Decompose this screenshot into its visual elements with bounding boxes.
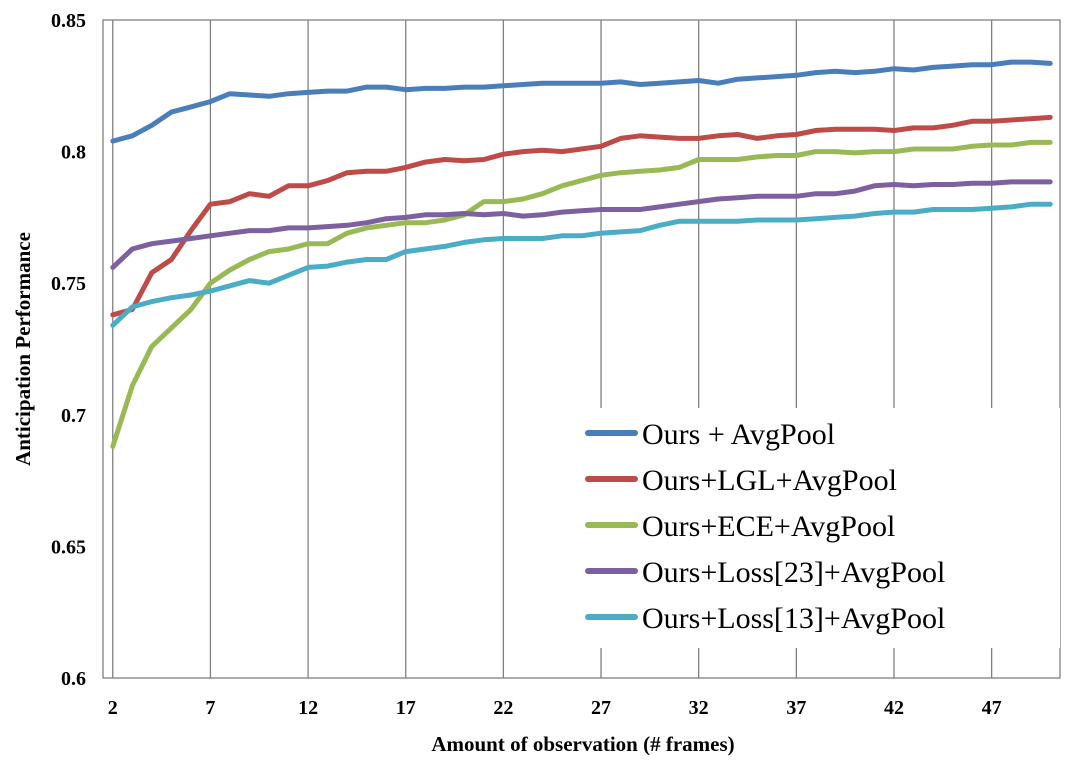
y-tick-label: 0.6 <box>61 668 86 690</box>
legend: Ours + AvgPool Ours+LGL+AvgPool Ours+ECE+A… <box>525 408 1060 648</box>
legend-entry-label: Ours + AvgPool <box>642 418 835 451</box>
y-tick-label: 0.75 <box>51 273 86 295</box>
x-tick-label: 22 <box>493 697 513 719</box>
x-tick-label: 47 <box>982 697 1002 719</box>
x-tick-label: 7 <box>205 697 215 719</box>
legend-entry-label: Ours+Loss[13]+AvgPool <box>642 602 945 635</box>
y-axis-title: Anticipation Performance <box>11 232 35 466</box>
y-tick-label: 0.85 <box>51 10 86 32</box>
series-line-5 <box>110 201 1053 328</box>
y-tick-label: 0.7 <box>61 405 86 427</box>
legend-entry-label: Ours+ECE+AvgPool <box>642 510 895 543</box>
series-line-2 <box>110 114 1053 318</box>
x-tick-label: 12 <box>298 697 318 719</box>
x-tick-label: 27 <box>591 697 611 719</box>
y-tick-label: 0.8 <box>61 142 86 164</box>
x-tick-label: 32 <box>689 697 709 719</box>
series-lines <box>110 59 1053 449</box>
x-tick-label: 17 <box>396 697 416 719</box>
y-tick-label: 0.65 <box>51 536 86 558</box>
x-axis-title: Amount of observation (# frames) <box>431 732 734 756</box>
plot-frame <box>102 19 1061 679</box>
series-line-3 <box>110 139 1053 449</box>
x-tick-label: 2 <box>108 697 118 719</box>
x-tick-label: 37 <box>786 697 806 719</box>
series-line-4 <box>110 179 1053 270</box>
legend-entry-label: Ours+LGL+AvgPool <box>642 464 897 497</box>
y-axis-ticks: 0.6 0.65 0.7 0.75 0.8 0.85 <box>51 10 86 690</box>
x-axis-ticks: 2 7 12 17 22 27 32 37 42 47 <box>108 697 1002 719</box>
series-line-1 <box>110 59 1053 144</box>
legend-entry-label: Ours+Loss[23]+AvgPool <box>642 556 945 589</box>
x-tick-label: 42 <box>884 697 904 719</box>
